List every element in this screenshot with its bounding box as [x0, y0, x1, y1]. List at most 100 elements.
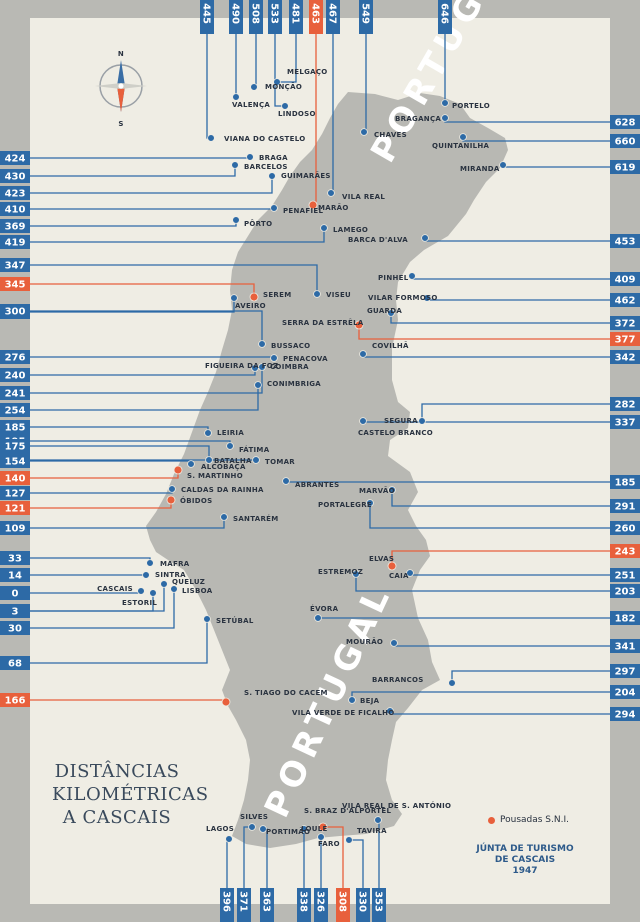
distance-box-porto: [0, 219, 30, 233]
place-dot-tomar: [252, 456, 260, 464]
place-dot-pinhel: [408, 272, 416, 280]
place-label-queluz: QUELUZ: [172, 578, 205, 586]
distance-value-sintra: 14: [8, 571, 22, 582]
credit-line-2: DE CASCAIS: [494, 855, 556, 865]
distance-box-batalha: [0, 439, 30, 453]
distance-box-chaves: [359, 0, 373, 34]
distance-box-cascais: [0, 586, 30, 600]
place-dot-tavira: [345, 836, 353, 844]
distance-value-lindoso: 533: [269, 3, 280, 24]
portugal-silhouette: [146, 92, 508, 848]
distance-box-castelo-branco: [610, 415, 640, 429]
place-dot-viseu: [313, 290, 321, 298]
distance-box-figueira-da-foz: [0, 368, 30, 382]
distance-value-vila-real-de-s-antonio: 353: [373, 891, 384, 912]
place-label-abrantes: ABRANTES: [295, 481, 339, 489]
distance-box-santarem: [0, 521, 30, 535]
place-dot-leiria: [204, 429, 212, 437]
distance-value-braganca: 628: [615, 118, 636, 129]
place-label-vilar-formoso: VILAR FORMOSO: [368, 294, 438, 302]
place-label-fatima: FÁTIMA: [239, 445, 270, 454]
place-dot-viana-do-castelo: [207, 134, 215, 142]
place-dot-coimbra: [258, 363, 266, 371]
compass-north-letter: N: [118, 50, 124, 58]
place-dot-fatima: [226, 442, 234, 450]
route-line-s-braz-d-alportel: [323, 826, 344, 890]
distance-box-vilar-formoso: [610, 293, 640, 307]
distance-value-castelo-branco: 337: [615, 418, 636, 429]
distance-value-barca-d-alva: 453: [615, 237, 636, 248]
place-label-penafiel: PENAFIEL: [283, 207, 323, 215]
distance-value-bussaco: 300: [5, 307, 26, 318]
place-label-lagos: LAGOS: [206, 825, 234, 833]
route-line-barcelos: [30, 165, 236, 177]
place-label-covilha: COVILHÃ: [372, 341, 409, 350]
place-label-conimbriga: CONIMBRIGA: [267, 380, 321, 388]
place-label-sintra: SINTRA: [155, 571, 186, 579]
legend-label: Pousadas S.N.I.: [500, 815, 569, 825]
distance-value-portimao: 363: [261, 891, 272, 912]
place-label-estremoz: ESTREMOZ: [318, 568, 363, 576]
distance-box-penacova: [0, 350, 30, 364]
distance-value-quintanilha: 660: [615, 137, 636, 148]
place-label-lamego: LAMEGO: [333, 226, 368, 234]
distance-box-coimbra: [0, 386, 30, 400]
distance-value-serra-da-estrela: 377: [615, 335, 636, 346]
place-label-castelo-branco: CASTELO BRANCO: [358, 429, 433, 437]
place-label-marao: MARÃO: [318, 203, 349, 212]
distance-value-silves: 371: [238, 891, 249, 912]
distance-box-s-braz-d-alportel: [336, 888, 350, 922]
route-line-guimaraes: [30, 176, 273, 194]
distance-value-covilha: 342: [615, 353, 636, 364]
distance-box-vila-real: [326, 0, 340, 34]
distance-box-mafra: [0, 551, 30, 565]
distance-value-penafiel: 410: [5, 205, 26, 216]
distance-box-obidos: [0, 501, 30, 515]
place-label-portalegre: PORTALEGRE: [318, 501, 372, 509]
route-line-segura: [421, 403, 610, 421]
distance-box-serra-da-estrela: [610, 332, 640, 346]
distance-box-bussaco: [0, 304, 30, 318]
place-label-lisboa: LISBOA: [182, 587, 213, 595]
place-dot-beja: [348, 696, 356, 704]
place-label-portimao: PORTIMÃO: [266, 827, 310, 836]
distance-box-caia: [610, 568, 640, 582]
place-label-segura: SEGURA: [384, 417, 418, 425]
place-dot-lamego: [320, 224, 328, 232]
place-dot-quintanilha: [459, 133, 467, 141]
distance-value-porto: 369: [5, 222, 26, 233]
distance-value-moncao: 508: [250, 3, 261, 24]
place-dot-marao: [308, 200, 318, 210]
distance-value-vila-verde-de-ficalho: 294: [615, 710, 636, 721]
route-line-elvas: [391, 550, 610, 566]
place-label-vila-real-de-s-antonio: VILA REAL DE S. ANTÓNIO: [342, 801, 451, 810]
place-dot-obidos: [166, 495, 176, 505]
route-line-lagos: [226, 838, 229, 890]
route-line-mafra: [30, 557, 151, 563]
distance-box-viseu: [0, 258, 30, 272]
route-line-aveiro: [30, 298, 235, 313]
distance-value-marvao: 291: [615, 502, 636, 513]
route-line-caldas-da-rainha: [30, 489, 173, 494]
route-line-penafiel: [30, 208, 275, 210]
place-dot-cascais: [137, 587, 145, 595]
distance-box-beja: [610, 685, 640, 699]
place-label-portelo: PORTELO: [452, 102, 490, 110]
distance-value-cascais: 0: [12, 589, 19, 600]
distance-box-serem: [0, 277, 30, 291]
place-dot-mafra: [146, 559, 154, 567]
distance-value-setubal: 68: [8, 659, 22, 670]
place-dot-miranda: [499, 161, 507, 169]
distance-box-caldas-da-rainha: [0, 486, 30, 500]
place-dot-barrancos: [448, 679, 456, 687]
place-dot-lagos: [225, 835, 233, 843]
compass-rose: N S: [95, 50, 147, 128]
distance-value-lagos: 396: [221, 891, 232, 912]
place-label-leiria: LEIRIA: [217, 429, 244, 437]
distance-value-batalha: 175: [5, 442, 26, 453]
place-dot-sintra: [142, 571, 150, 579]
place-label-caia: CAIA: [389, 572, 409, 580]
place-dot-portalegre: [366, 499, 374, 507]
place-dot-guarda: [387, 309, 395, 317]
